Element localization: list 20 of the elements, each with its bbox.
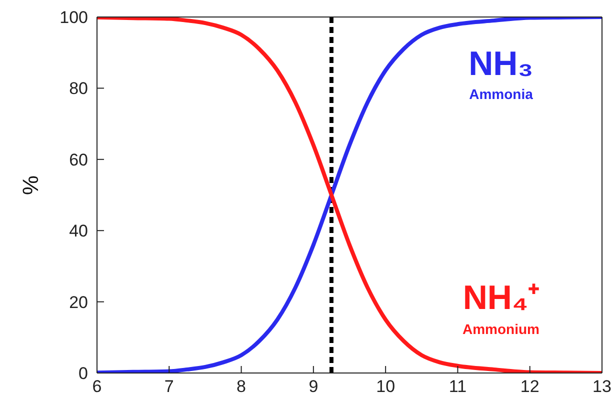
y-tick-label: 100 [60,8,88,28]
y-tick-label: 80 [69,79,88,98]
x-tick-label: 11 [448,377,467,396]
y-tick-label: 20 [69,292,88,312]
annotation: Ammonia [468,86,534,102]
y-axis-title: % [18,175,43,195]
x-tick-label: 7 [164,377,174,396]
x-tick-label: 6 [92,377,102,396]
annotation: Ammonium [462,321,540,338]
y-tick-label: 60 [69,150,88,170]
y-tick-label: 0 [78,364,88,384]
x-tick-label: 9 [308,377,318,396]
x-tick-label: 12 [520,377,540,396]
series-label: NH₄⁺ [462,278,540,320]
line-series [97,17,602,373]
x-tick-label: 13 [592,377,612,396]
x-tick-label: 10 [376,377,396,396]
x-tick-label: 8 [236,377,246,396]
series-label: NH₃ [468,45,534,84]
y-tick-label: 40 [69,222,88,241]
